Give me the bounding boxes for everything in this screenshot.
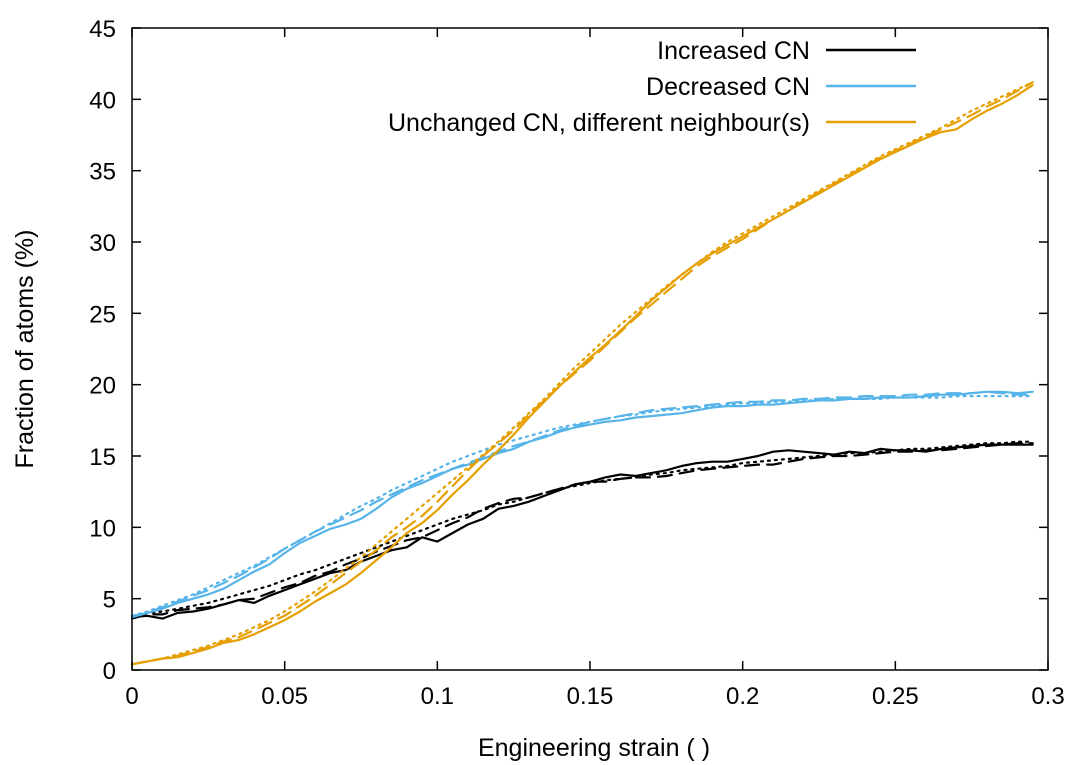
x-tick-label: 0.2 — [726, 683, 759, 710]
series-line-7-dashed — [130, 81, 1034, 666]
x-tick-label: 0.25 — [872, 683, 919, 710]
x-tick-label: 0 — [125, 683, 138, 710]
y-tick-label: 20 — [89, 373, 116, 400]
y-tick-label: 40 — [89, 87, 116, 114]
series-line-6-solid — [130, 84, 1034, 666]
y-tick-label: 5 — [103, 587, 116, 614]
legend-label: Unchanged CN, different neighbour(s) — [388, 109, 810, 137]
series-line-1-dashed — [130, 442, 1034, 620]
y-tick-label: 15 — [89, 444, 116, 471]
legend-label: Increased CN — [657, 37, 810, 65]
series-line-8-dotted — [130, 81, 1034, 666]
series-line-2-dotted — [130, 440, 1034, 619]
x-tick-label: 0.1 — [421, 683, 454, 710]
y-axis-label: Fraction of atoms (%) — [11, 230, 39, 469]
y-tick-label: 30 — [89, 230, 116, 257]
x-tick-label: 0.05 — [261, 683, 308, 710]
legend: Increased CN Decreased CN Unchanged CN, di… — [388, 37, 916, 137]
y-tick-label: 45 — [89, 16, 116, 43]
x-tick-label: 0.3 — [1031, 683, 1064, 710]
x-axis-label: Engineering strain ( ) — [478, 734, 710, 762]
y-tick-label: 25 — [89, 301, 116, 328]
series-line-3-solid — [130, 390, 1034, 617]
legend-label: Decreased CN — [646, 73, 810, 101]
y-tick-label: 10 — [89, 515, 116, 542]
y-tick-label: 0 — [103, 658, 116, 685]
series-layer — [130, 81, 1034, 666]
y-tick-label: 35 — [89, 159, 116, 186]
tick-label-layer: 0 0.05 0.1 0.15 0.2 0.25 0.3 0 5 10 15 20 25 30 35 40 45 — [89, 16, 1064, 710]
x-tick-label: 0.15 — [567, 683, 614, 710]
series-line-5-dotted — [130, 395, 1034, 617]
ticks-layer — [131, 27, 1049, 671]
